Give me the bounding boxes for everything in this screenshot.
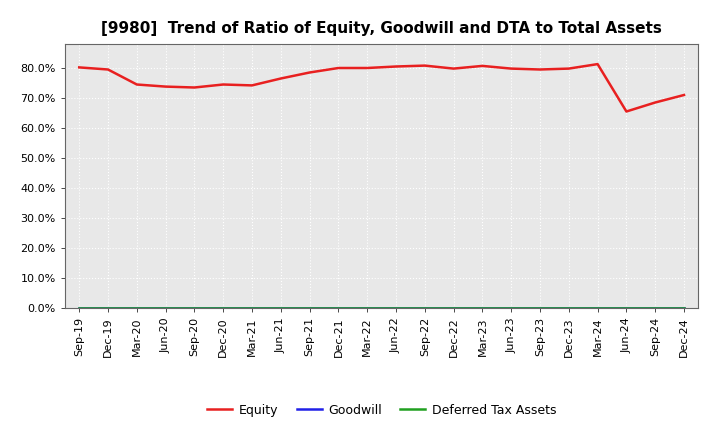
Goodwill [132, 305, 141, 311]
Deferred Tax Assets [276, 305, 285, 311]
Deferred Tax Assets [75, 305, 84, 311]
Goodwill [507, 305, 516, 311]
Equity [363, 66, 372, 71]
Goodwill [478, 305, 487, 311]
Deferred Tax Assets [593, 305, 602, 311]
Equity [536, 67, 544, 72]
Equity [334, 66, 343, 71]
Equity [75, 65, 84, 70]
Goodwill [363, 305, 372, 311]
Equity [104, 67, 112, 72]
Goodwill [75, 305, 84, 311]
Deferred Tax Assets [104, 305, 112, 311]
Equity [305, 70, 314, 75]
Deferred Tax Assets [334, 305, 343, 311]
Goodwill [190, 305, 199, 311]
Goodwill [392, 305, 400, 311]
Equity [449, 66, 458, 71]
Equity [564, 66, 573, 71]
Deferred Tax Assets [219, 305, 228, 311]
Goodwill [420, 305, 429, 311]
Goodwill [248, 305, 256, 311]
Deferred Tax Assets [651, 305, 660, 311]
Equity [392, 64, 400, 69]
Equity [420, 63, 429, 68]
Deferred Tax Assets [478, 305, 487, 311]
Equity [507, 66, 516, 71]
Deferred Tax Assets [507, 305, 516, 311]
Goodwill [564, 305, 573, 311]
Equity [680, 92, 688, 98]
Goodwill [651, 305, 660, 311]
Goodwill [449, 305, 458, 311]
Deferred Tax Assets [420, 305, 429, 311]
Equity [622, 109, 631, 114]
Deferred Tax Assets [190, 305, 199, 311]
Goodwill [536, 305, 544, 311]
Deferred Tax Assets [680, 305, 688, 311]
Equity [248, 83, 256, 88]
Equity [478, 63, 487, 69]
Equity [132, 82, 141, 87]
Goodwill [622, 305, 631, 311]
Legend: Equity, Goodwill, Deferred Tax Assets: Equity, Goodwill, Deferred Tax Assets [202, 399, 561, 422]
Goodwill [680, 305, 688, 311]
Goodwill [305, 305, 314, 311]
Deferred Tax Assets [363, 305, 372, 311]
Deferred Tax Assets [564, 305, 573, 311]
Deferred Tax Assets [305, 305, 314, 311]
Goodwill [334, 305, 343, 311]
Deferred Tax Assets [536, 305, 544, 311]
Line: Equity: Equity [79, 64, 684, 111]
Equity [651, 100, 660, 105]
Goodwill [593, 305, 602, 311]
Equity [219, 82, 228, 87]
Goodwill [104, 305, 112, 311]
Equity [593, 62, 602, 67]
Goodwill [161, 305, 170, 311]
Deferred Tax Assets [392, 305, 400, 311]
Title: [9980]  Trend of Ratio of Equity, Goodwill and DTA to Total Assets: [9980] Trend of Ratio of Equity, Goodwil… [102, 21, 662, 36]
Deferred Tax Assets [622, 305, 631, 311]
Equity [190, 85, 199, 90]
Goodwill [219, 305, 228, 311]
Deferred Tax Assets [132, 305, 141, 311]
Goodwill [276, 305, 285, 311]
Equity [161, 84, 170, 89]
Deferred Tax Assets [248, 305, 256, 311]
Deferred Tax Assets [161, 305, 170, 311]
Deferred Tax Assets [449, 305, 458, 311]
Equity [276, 76, 285, 81]
